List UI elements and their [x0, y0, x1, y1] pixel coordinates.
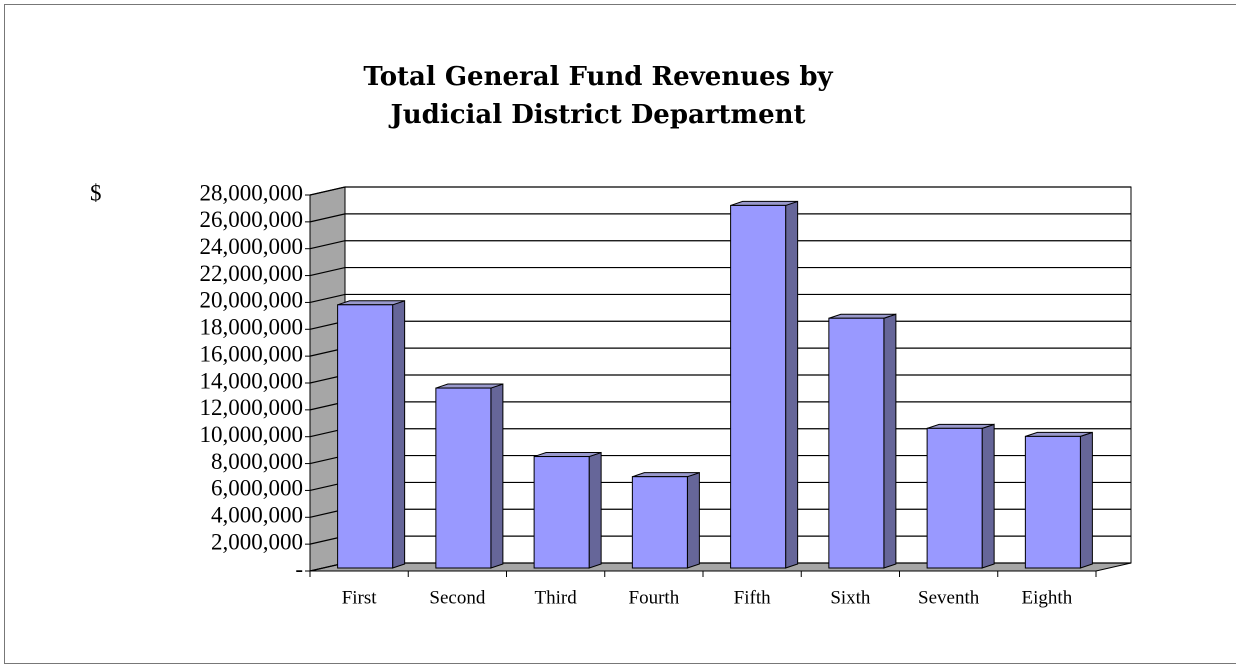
- bar-side: [392, 300, 406, 569]
- y-tick-label: 28,000,000: [200, 180, 304, 205]
- bar: [730, 204, 787, 569]
- bar: [828, 317, 885, 569]
- y-tick-label: 4,000,000: [211, 503, 303, 528]
- bar: [926, 427, 983, 569]
- y-tick-label: 6,000,000: [211, 476, 303, 501]
- bar-top: [1025, 431, 1093, 437]
- bar-top: [632, 472, 700, 478]
- bar-side: [981, 423, 995, 569]
- grid-line: [309, 293, 1131, 304]
- y-tick-label: 26,000,000: [200, 207, 304, 232]
- chart-title: Total General Fund Revenues by Judicial …: [363, 62, 833, 130]
- x-tick-label: Second: [429, 587, 485, 608]
- y-tick-label: -: [295, 556, 303, 581]
- floor: [309, 562, 1132, 572]
- y-tick-label: 14,000,000: [200, 368, 304, 393]
- bar-side: [785, 200, 799, 569]
- grid-line: [309, 213, 1131, 223]
- x-tick-label: Fifth: [734, 587, 771, 608]
- y-axis-label: $: [90, 180, 102, 205]
- bar: [631, 476, 688, 569]
- x-tick-label: Seventh: [918, 587, 980, 608]
- bar-side: [588, 451, 602, 569]
- grid-line: [309, 240, 1131, 250]
- bar: [337, 304, 394, 569]
- bar-side: [883, 313, 897, 569]
- bar: [533, 456, 590, 569]
- bar-top: [337, 300, 405, 306]
- bar-top: [730, 200, 798, 206]
- y-tick-label: 12,000,000: [200, 395, 304, 420]
- x-tick-label: First: [342, 587, 378, 608]
- x-tick-label: Eighth: [1022, 587, 1073, 608]
- y-tick-label: 24,000,000: [200, 234, 304, 259]
- y-tick-label: 22,000,000: [200, 261, 304, 286]
- bar-top: [533, 452, 602, 458]
- bar-side: [490, 383, 504, 569]
- y-tick-label: 20,000,000: [200, 288, 304, 313]
- grid-line: [309, 266, 1131, 277]
- bar-top: [435, 383, 504, 389]
- y-tick-label: 16,000,000: [200, 341, 304, 366]
- bar-top: [926, 423, 995, 429]
- bar-side: [686, 471, 700, 569]
- x-tick-label: Third: [535, 587, 578, 608]
- x-tick-label: Sixth: [830, 587, 871, 608]
- bar: [1024, 435, 1081, 569]
- grid-line: [309, 186, 1131, 196]
- y-tick-label: 10,000,000: [200, 422, 304, 447]
- y-tick-label: 8,000,000: [211, 449, 303, 474]
- bar-side: [1079, 431, 1093, 569]
- bar-top: [828, 313, 897, 319]
- bar: [435, 387, 492, 569]
- x-tick-label: Fourth: [629, 587, 680, 608]
- y-tick-label: 2,000,000: [211, 529, 303, 554]
- y-tick-label: 18,000,000: [200, 315, 304, 340]
